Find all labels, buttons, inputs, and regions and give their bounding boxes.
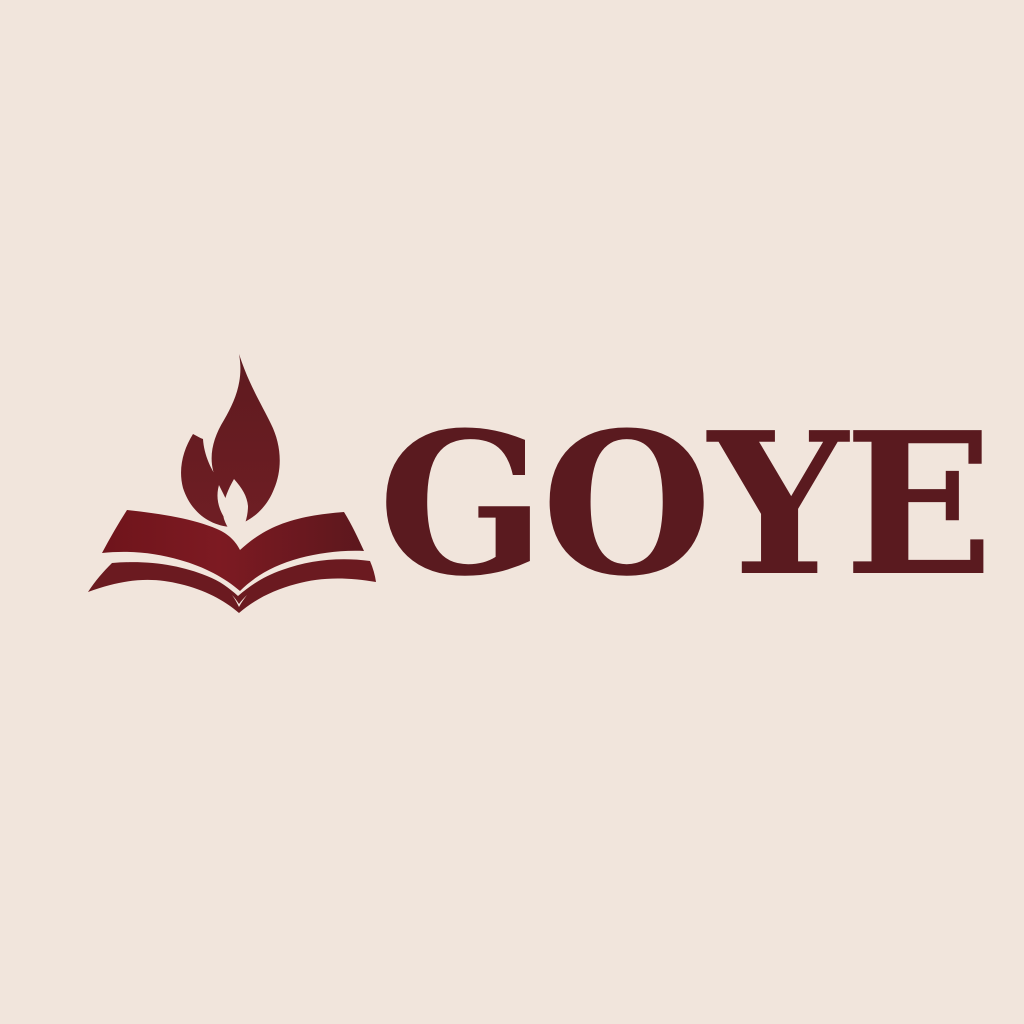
book-spine-highlight [232, 595, 247, 607]
book-upper-pages [102, 510, 364, 591]
flame-inner [223, 479, 248, 538]
book-lower-curve [88, 559, 376, 613]
flame-shape [181, 354, 280, 527]
open-book-flame-icon [88, 354, 376, 613]
brand-name: GOYE [378, 390, 993, 620]
